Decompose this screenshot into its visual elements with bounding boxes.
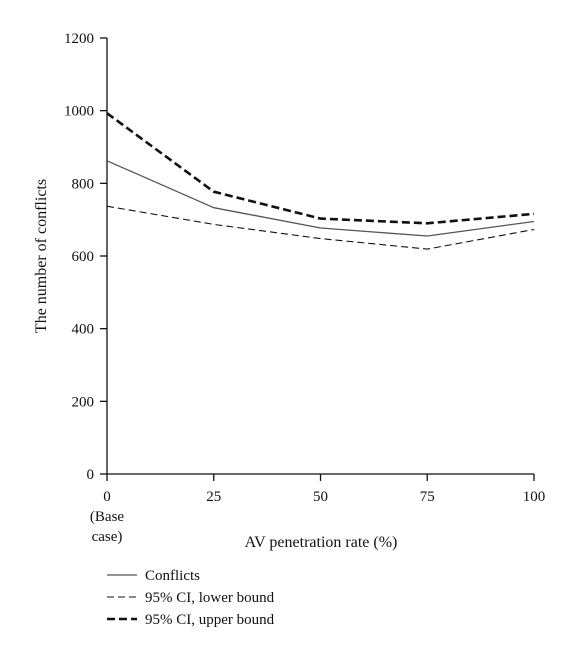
y-tick-label: 1000 [64, 104, 94, 120]
series-line-2 [106, 205, 535, 250]
legend: Conflicts 95% CI, lower bound 95% CI, uppe… [107, 568, 275, 628]
series-layer [106, 112, 535, 250]
y-tick-label: 800 [72, 176, 95, 192]
x-tick-sublabel: case) [92, 529, 123, 545]
x-tick-label: 0 [103, 489, 111, 505]
series-line-1 [106, 160, 535, 237]
legend-label-1: Conflicts [145, 568, 200, 584]
x-tick-label: 100 [523, 489, 546, 505]
y-tick-label: 200 [72, 394, 95, 410]
y-tick-label: 600 [72, 249, 95, 265]
x-tick-label: 25 [206, 489, 221, 505]
x-tick-sublabel: (Base [90, 509, 124, 525]
y-tick-label: 0 [87, 467, 95, 483]
axes: 0 200 400 600 800 1000 1200 0 25 50 75 100 (Base case… [64, 31, 545, 545]
series-line-3 [106, 112, 535, 225]
y-tick-label: 400 [72, 322, 95, 338]
x-tick-label: 75 [420, 489, 435, 505]
y-tick-label: 1200 [64, 31, 94, 47]
x-axis-title: AV penetration rate (%) [245, 534, 398, 551]
y-axis-title: The number of conflicts [33, 179, 50, 333]
legend-label-3: 95% CI, upper bound [145, 612, 275, 628]
x-tick-label: 50 [313, 489, 328, 505]
legend-label-2: 95% CI, lower bound [145, 590, 275, 606]
